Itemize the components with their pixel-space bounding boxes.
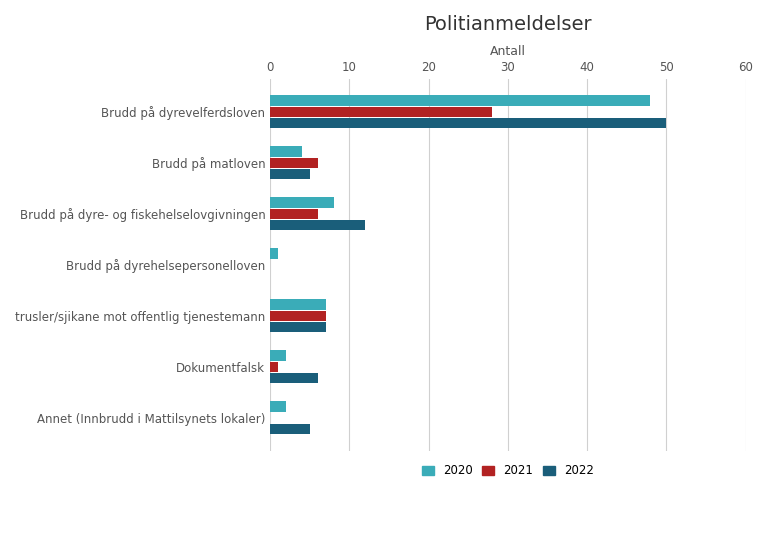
Legend: 2020, 2021, 2022: 2020, 2021, 2022 [417,460,598,482]
Title: Politianmeldelser: Politianmeldelser [424,15,591,34]
Bar [270,248,278,259]
Bar [270,424,310,434]
Bar [270,169,310,179]
Bar [270,322,326,332]
Bar [270,220,366,230]
Bar [270,197,333,208]
Bar [270,118,667,128]
Bar [270,361,278,372]
Bar [270,95,650,106]
X-axis label: Antall: Antall [490,45,526,58]
Bar [270,158,318,168]
Bar [270,147,302,157]
Bar [270,300,326,310]
Bar [270,401,286,411]
Bar [270,107,492,117]
Bar [270,311,326,321]
Bar [270,350,286,361]
Bar [270,373,318,383]
Bar [270,208,318,219]
